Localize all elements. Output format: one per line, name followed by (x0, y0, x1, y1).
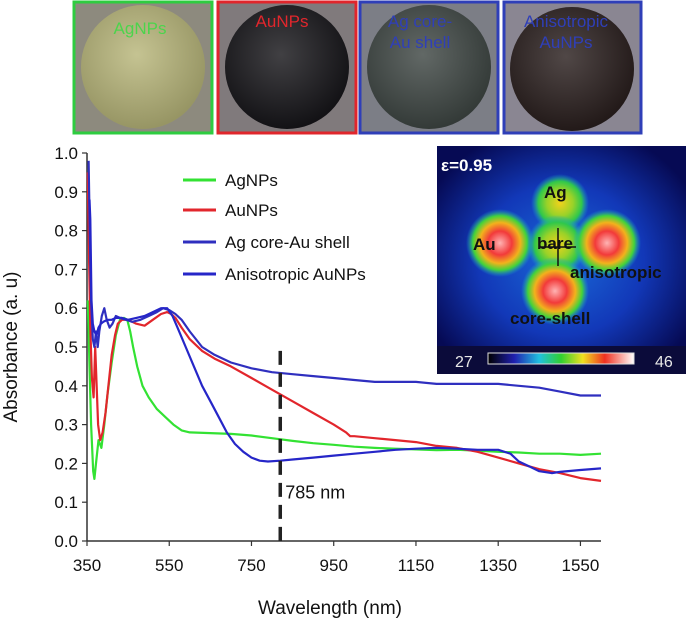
legend-entry: Anisotropic AuNPs (183, 265, 366, 284)
legend-label: Ag core-Au shell (225, 233, 350, 252)
legend-label: AuNPs (225, 201, 278, 220)
photo-ag-core-au-shell: Ag core- Au shell (358, 0, 500, 135)
spot-label-ag: Ag (544, 183, 567, 202)
photo-frame (216, 0, 358, 135)
x-ticks: 350 550 750 950 1150 1350 1550 (73, 541, 600, 575)
y-ticks: 0.0 0.1 0.2 0.3 0.4 0.5 0.6 0.7 0.8 0.9 1.0 (54, 144, 87, 551)
emissivity-label: ε=0.95 (441, 156, 492, 175)
photo-label: Anisotropic (524, 12, 609, 31)
x-tick-label: 1550 (562, 556, 600, 575)
sample-disc-shading (225, 5, 349, 129)
photo-agnps: AgNPs (72, 0, 214, 135)
colorbar-max-label: 46 (655, 354, 673, 371)
spot-label-core-shell: core-shell (510, 309, 590, 328)
y-tick-label: 0.4 (54, 377, 78, 396)
legend-entry: AgNPs (183, 171, 278, 190)
x-tick-label: 950 (320, 556, 348, 575)
photo-anisotropic-aunps: Anisotropic AuNPs (502, 0, 643, 135)
785nm-marker-label: 785 nm (285, 482, 345, 502)
y-tick-label: 0.1 (54, 493, 78, 512)
x-tick-label: 750 (237, 556, 265, 575)
spot-label-anisotropic: anisotropic (570, 263, 662, 282)
legend-entry: Ag core-Au shell (183, 233, 350, 252)
y-tick-label: 0.5 (54, 338, 78, 357)
y-tick-label: 0.8 (54, 222, 78, 241)
legend-label: Anisotropic AuNPs (225, 265, 366, 284)
absorbance-chart: 0.0 0.1 0.2 0.3 0.4 0.5 0.6 0.7 0.8 0.9 1.0 350 550… (1, 144, 602, 619)
photo-frame (72, 0, 214, 135)
colorbar-min-label: 27 (455, 354, 473, 371)
legend-label: AgNPs (225, 171, 278, 190)
y-tick-label: 1.0 (54, 144, 78, 163)
x-tick-label: 1350 (479, 556, 517, 575)
photo-strip: AgNPs AuNPs Ag core- Au shell Anisotropi… (72, 0, 643, 135)
hotspot-au (466, 209, 534, 277)
x-tick-label: 350 (73, 556, 101, 575)
x-tick-label: 1150 (398, 556, 435, 575)
photo-label: AuNPs (256, 12, 309, 31)
y-tick-label: 0.0 (54, 532, 78, 551)
thermal-image-inset: ε=0.95 Ag Au bare anisotropic core-shell… (437, 146, 686, 374)
spot-label-au: Au (473, 235, 496, 254)
series-line-agnps (86, 300, 602, 480)
y-axis-title: Absorbance (a. u) (1, 271, 22, 422)
colorbar (487, 352, 635, 365)
x-tick-label: 550 (155, 556, 183, 575)
sample-disc-shading (510, 7, 634, 131)
y-tick-label: 0.9 (54, 183, 78, 202)
y-tick-label: 0.2 (54, 454, 78, 473)
x-axis-title: Wavelength (nm) (258, 598, 402, 619)
photo-frame (502, 0, 643, 135)
sample-disc-shading (81, 5, 205, 129)
series-layer (86, 160, 602, 482)
photo-aunps: AuNPs (216, 0, 358, 135)
series-line-anisotropic-aunps (88, 199, 602, 475)
photo-label: AgNPs (114, 19, 167, 38)
photo-label: AuNPs (540, 33, 593, 52)
hotspot-anisotropic (573, 209, 641, 277)
y-tick-label: 0.6 (54, 299, 78, 318)
spot-label-bare: bare (537, 234, 573, 253)
photo-frame (358, 0, 500, 135)
photo-label: Au shell (390, 33, 450, 52)
legend-entry: AuNPs (183, 201, 278, 220)
series-line-aunps (86, 172, 602, 482)
photo-label: Ag core- (388, 12, 452, 31)
y-tick-label: 0.7 (54, 260, 78, 279)
y-tick-label: 0.3 (54, 416, 78, 435)
legend: AgNPs AuNPs Ag core-Au shell Anisotropic… (183, 171, 366, 284)
hotspot-core-shell (521, 257, 589, 325)
sample-disc-shading (367, 5, 491, 129)
